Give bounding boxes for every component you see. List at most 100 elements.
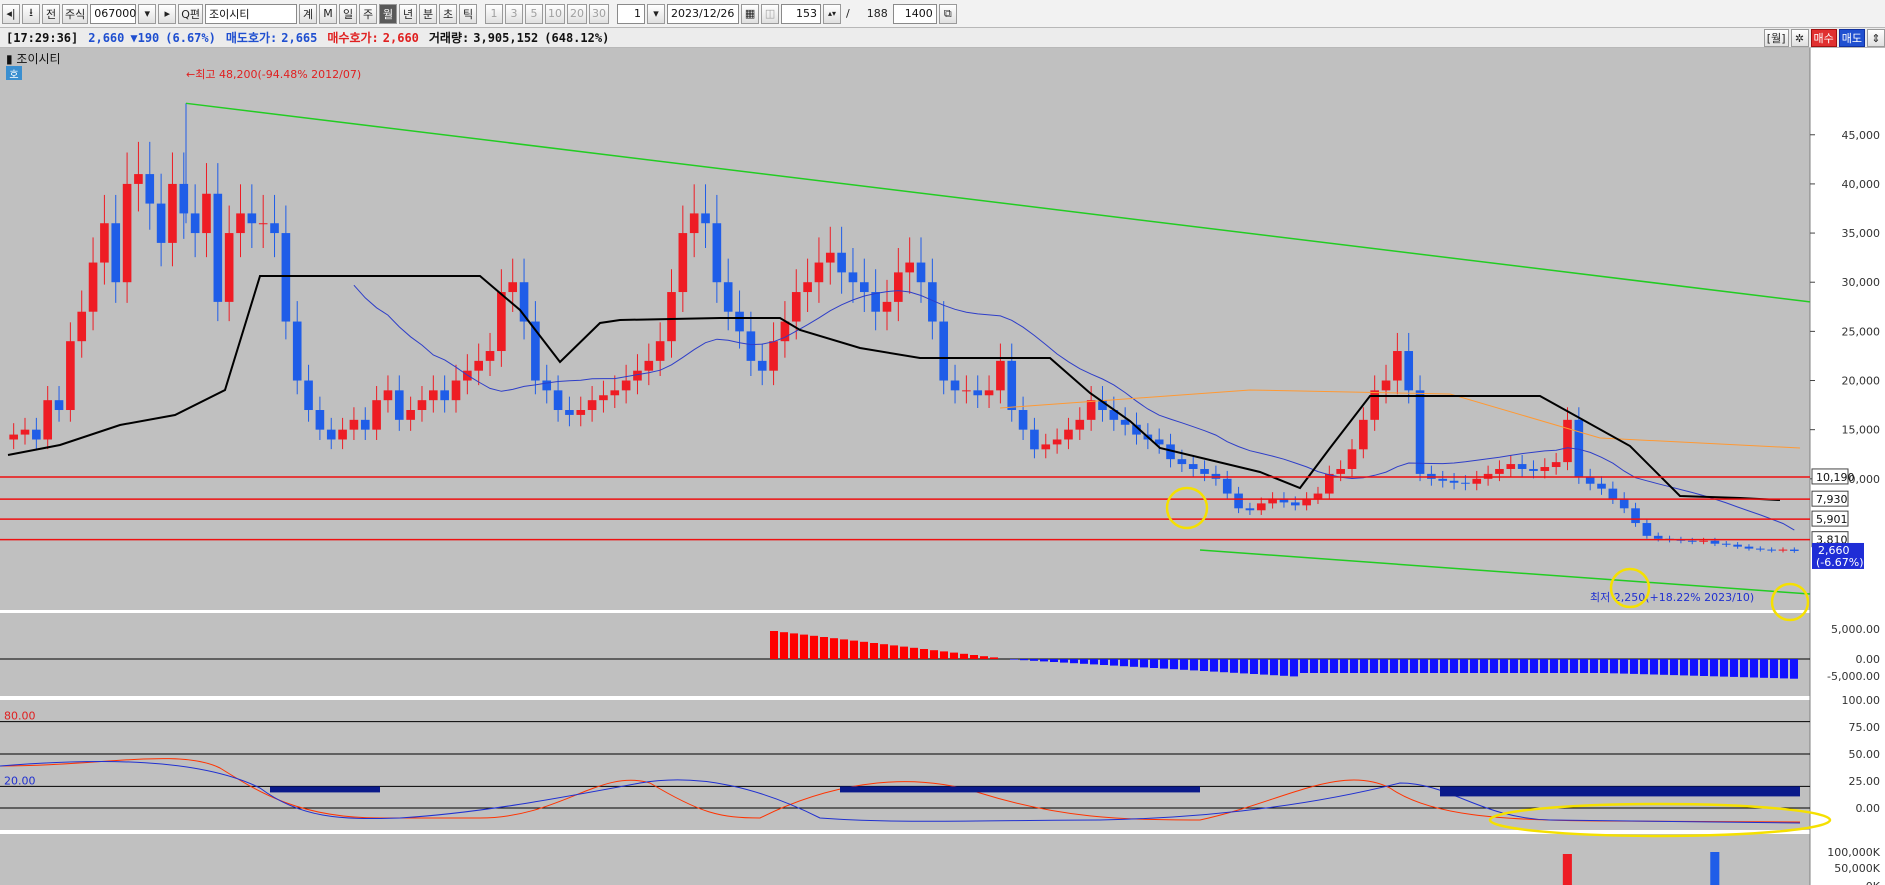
download-icon[interactable]: ⭳ <box>22 3 40 24</box>
stock-name-field[interactable]: 조이시티 <box>205 3 298 24</box>
oscillator-bar <box>1070 659 1078 664</box>
count-stepper[interactable]: ▴▾ <box>823 3 842 24</box>
settings-icon[interactable]: ✲ <box>1790 29 1809 47</box>
period-minute[interactable]: 분 <box>419 3 438 24</box>
oscillator-bar <box>850 640 858 659</box>
period-gye[interactable]: 계 <box>299 3 318 24</box>
candle-body <box>1064 429 1073 440</box>
candle-body <box>746 331 756 361</box>
candle-body <box>349 419 359 430</box>
oscillator-bar <box>1290 659 1298 677</box>
interval-10[interactable]: 10 <box>545 3 566 24</box>
candle-body <box>565 410 574 415</box>
market-select[interactable]: 주식 <box>62 3 89 24</box>
period-second[interactable]: 초 <box>439 3 458 24</box>
code-dropdown-icon[interactable]: ▾ <box>138 3 157 24</box>
count-input[interactable]: 153 <box>781 3 822 24</box>
candle-body <box>1551 462 1561 468</box>
interval-30[interactable]: 30 <box>589 3 610 24</box>
code-input[interactable]: 067000 <box>90 3 137 24</box>
current-price-box <box>1812 542 1864 569</box>
candle-body <box>1132 424 1141 435</box>
candle-body <box>213 193 223 302</box>
sell-button[interactable]: 매도 <box>1838 29 1865 47</box>
interval-20[interactable]: 20 <box>567 3 588 24</box>
oscillator-bar <box>830 638 838 659</box>
candle-body <box>1313 493 1323 499</box>
candle-body <box>996 360 1005 391</box>
display-input[interactable]: 1400 <box>892 3 937 24</box>
oscillator-bar <box>1580 659 1588 673</box>
period-month[interactable]: 월 <box>379 3 398 24</box>
candle-body <box>621 380 631 391</box>
oscillator-bar <box>920 649 928 659</box>
oscillator-bar <box>1760 659 1768 678</box>
next-icon[interactable]: ▸ <box>158 3 177 24</box>
stochastic-tick-label: 0.00 <box>1856 802 1881 815</box>
candle-body <box>894 272 903 302</box>
price-tick-label: 30,000 <box>1842 276 1881 289</box>
stochastic-d-line <box>0 760 1801 824</box>
interval-1[interactable]: 1 <box>485 3 504 24</box>
period-day[interactable]: 일 <box>339 3 358 24</box>
calendar-icon[interactable]: ▦ <box>741 3 760 24</box>
prev-button[interactable]: 전 <box>42 3 60 24</box>
candle-body <box>791 292 801 322</box>
candle-body <box>66 341 75 411</box>
interval-5[interactable]: 5 <box>525 3 544 24</box>
candle-body <box>145 174 155 204</box>
chart-area[interactable]: 45,000 40,000 35,000 30,000 25,000 20,000 15,0… <box>0 48 1885 885</box>
date-input[interactable]: 2023/12/26 <box>667 3 740 24</box>
oscillator-bar <box>1130 659 1138 667</box>
oscillator-bar <box>1240 659 1248 674</box>
volume-tick-label: 100,000K <box>1827 846 1880 859</box>
search-button[interactable]: Q편 <box>178 3 204 24</box>
period-week[interactable]: 주 <box>359 3 378 24</box>
chart-canvas[interactable]: 45,000 40,000 35,000 30,000 25,000 20,000 15,0… <box>0 48 1885 885</box>
candle-body <box>939 321 949 381</box>
candle-body <box>258 223 268 225</box>
stochastic-lower-label: 20.00 <box>4 774 36 787</box>
oscillator-bar <box>880 644 888 659</box>
ho-badge[interactable]: 호 <box>6 66 22 81</box>
period-tick[interactable]: 틱 <box>459 3 478 24</box>
volume-tick-label: 0K <box>1866 880 1881 885</box>
candle-body <box>769 341 778 371</box>
oscillator-bar <box>1140 659 1148 668</box>
support-label-box <box>1811 510 1849 527</box>
highlight-circle <box>1165 486 1209 530</box>
candle-body <box>1393 351 1402 381</box>
candle-body <box>497 292 506 352</box>
interval-input[interactable]: 1 <box>617 3 646 24</box>
oscillator-bar <box>1350 659 1358 673</box>
candle-body <box>1495 468 1504 474</box>
candle-body <box>962 390 971 392</box>
oscillator-bar <box>1650 659 1658 675</box>
oscillator-bar <box>1380 659 1388 673</box>
apply-icon[interactable]: ⧉ <box>938 3 957 24</box>
oscillator-bar <box>1630 659 1638 674</box>
oscillator-bar <box>1030 659 1038 661</box>
expand-icon[interactable]: ⇕ <box>1867 29 1885 47</box>
oscillator-bar <box>1520 659 1528 673</box>
candle-body <box>1200 468 1209 474</box>
oscillator-bar <box>860 641 868 659</box>
interval-dropdown-icon[interactable]: ▾ <box>647 3 666 24</box>
candle-body <box>837 252 846 273</box>
candle-body <box>156 203 166 243</box>
oscillator-bar <box>870 643 878 659</box>
candle-body <box>1461 482 1470 484</box>
period-m[interactable]: M <box>319 3 338 24</box>
buy-button[interactable]: 매수 <box>1810 29 1837 47</box>
nav-prev-icon[interactable]: ◂| <box>2 3 20 24</box>
interval-3[interactable]: 3 <box>505 3 524 24</box>
candle-body <box>406 410 415 420</box>
candle-body <box>780 321 790 342</box>
period-year[interactable]: 년 <box>399 3 418 24</box>
quote-change: ▼190 <box>130 30 160 45</box>
period-toggle-button[interactable]: [월] <box>1763 29 1789 47</box>
query-icon[interactable]: ◫ <box>761 3 780 24</box>
oscillator-bar <box>810 635 818 659</box>
oscillator-tick-label: -5,000.00 <box>1827 670 1880 683</box>
stochastic-oversold-fill <box>1440 786 1800 797</box>
